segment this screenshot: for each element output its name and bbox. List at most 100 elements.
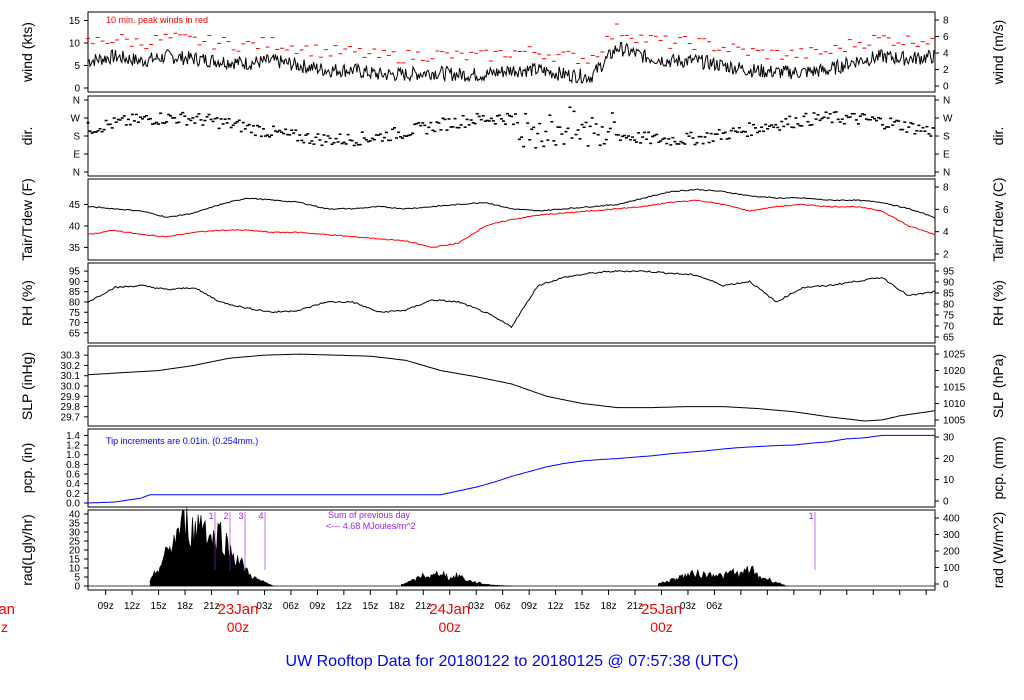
radiation-tick-label-left: 30 — [69, 528, 81, 539]
precip-ylabel-left: pcp. (in) — [19, 443, 35, 494]
wind-tick-label-right: 0 — [943, 82, 949, 93]
radiation-tick-label-right: 200 — [943, 547, 960, 558]
panel-precip: pcp. (in) pcp. (mm)0.00.20.40.60.81.01.21… — [19, 428, 1006, 510]
rh-tick-label-left: 65 — [69, 328, 81, 339]
day-sub-label: 00z — [227, 619, 250, 635]
dir-points — [86, 106, 935, 149]
panel-radiation: rad(Lgly/hr) rad (W/m^2)05101520253035400… — [19, 507, 1006, 593]
slp-tick-label-right: 1005 — [943, 416, 966, 427]
slp-tick-label-left: 30.1 — [61, 371, 81, 382]
x-tick-label: 06z — [283, 601, 299, 612]
wind-series-0 — [87, 42, 936, 84]
dir-tick-label-right: N — [943, 168, 950, 179]
wind-peaks — [86, 23, 935, 64]
temp-series-Tair — [87, 188, 936, 219]
panel-wind: wind (kts) wind (m/s) 0 5 10 15 0 2 4 6 8 10 min. p… — [19, 11, 1006, 95]
x-tick-label: 12z — [336, 601, 352, 612]
radiation-annotation-2: <--- 4.68 MJoules/m^2 — [326, 521, 416, 531]
slp-tick-label-right: 1025 — [943, 350, 966, 361]
precip-annotation: Tip increments are 0.01in. (0.254mm.) — [106, 436, 258, 446]
wind-tick-label-left: 10 — [69, 39, 81, 50]
x-tick-label: 15z — [362, 601, 378, 612]
x-tick-label: 03z — [680, 601, 696, 612]
x-tick-label: 15z — [574, 601, 590, 612]
rh-tick-label-right: 65 — [943, 333, 955, 344]
radiation-tick-label-right: 100 — [943, 563, 960, 574]
dir-tick-label-right: S — [943, 132, 950, 143]
radiation-tick-label-left: 20 — [69, 546, 81, 557]
day-sub-label: 00z — [650, 619, 673, 635]
x-tick-label: 03z — [256, 601, 272, 612]
precip-tick-label-right: 20 — [943, 454, 955, 465]
radiation-flag: 2 — [223, 511, 228, 521]
panel-slp: SLP (inHg) SLP (hPa)29.729.829.930.030.13… — [19, 345, 1006, 427]
precip-tick-label-right: 30 — [943, 433, 955, 444]
radiation-annotation-1: Sum of previous day — [328, 510, 411, 520]
temp-ylabel-right: Tair/Tdew (C) — [990, 177, 1006, 261]
slp-series-0 — [87, 353, 936, 422]
x-tick-label: 21z — [415, 601, 431, 612]
radiation-flag: 1 — [808, 511, 813, 521]
precip-frame — [87, 428, 936, 508]
slp-tick-label-right: 1015 — [943, 383, 966, 394]
wind-tick-label-right: 6 — [943, 32, 949, 43]
slp-tick-label-left: 30.3 — [61, 351, 81, 362]
radiation-tick-label-left: 5 — [74, 573, 80, 584]
slp-tick-label-left: 29.9 — [61, 392, 81, 403]
slp-tick-label-right: 1010 — [943, 399, 966, 410]
rh-tick-label-left: 95 — [69, 267, 81, 278]
radiation-tick-label-left: 0 — [74, 582, 80, 593]
slp-tick-label-left: 29.8 — [61, 402, 81, 413]
x-tick-label: 12z — [124, 601, 140, 612]
precip-tick-label-left: 0.8 — [66, 460, 80, 471]
temp-series-Tdew — [87, 199, 936, 248]
panel-temp: Tair/Tdew (F) Tair/Tdew (C) 35 40 45 2 4 6 8 — [19, 177, 1006, 261]
rh-series-0 — [87, 269, 936, 329]
slp-tick-label-left: 30.2 — [61, 361, 81, 372]
precip-tick-label-left: 0.0 — [66, 499, 80, 510]
radiation-ylabel-right: rad (W/m^2) — [990, 512, 1006, 589]
precip-tick-label-left: 0.2 — [66, 489, 80, 500]
rh-tick-label-right: 90 — [943, 278, 955, 289]
precip-tick-label-right: 10 — [943, 475, 955, 486]
radiation-flag: 1 — [208, 511, 213, 521]
x-tick-label: 06z — [495, 601, 511, 612]
dir-tick-label-left: E — [73, 150, 80, 161]
x-tick-label: 18z — [600, 601, 616, 612]
wind-ylabel-left: wind (kts) — [19, 22, 35, 83]
temp-tick-label-right: 6 — [943, 205, 949, 216]
day-sub-label: 00z — [438, 619, 461, 635]
day-label: 23Jan — [218, 601, 259, 618]
precip-tick-label-left: 0.6 — [66, 470, 80, 481]
wind-tick-label-right: 4 — [943, 49, 949, 60]
rh-tick-label-left: 80 — [69, 297, 81, 308]
rh-tick-label-left: 75 — [69, 308, 81, 319]
precip-series-0 — [87, 434, 935, 504]
figure-title: UW Rooftop Data for 20180122 to 20180125… — [286, 653, 739, 670]
temp-tick-label-right: 4 — [943, 227, 949, 238]
rh-tick-label-left: 90 — [69, 277, 81, 288]
radiation-tick-label-right: 0 — [943, 580, 949, 591]
day-sub-label-clipped: z — [1, 619, 8, 635]
slp-ylabel-right: SLP (hPa) — [990, 354, 1006, 418]
dir-frame — [87, 95, 936, 177]
rh-tick-label-left: 70 — [69, 318, 81, 329]
temp-ylabel-left: Tair/Tdew (F) — [19, 178, 35, 260]
wind-tick-label-right: 2 — [943, 65, 949, 76]
precip-tick-label-left: 0.4 — [66, 479, 80, 490]
rh-tick-label-right: 75 — [943, 311, 955, 322]
precip-tick-label-left: 1.4 — [66, 431, 80, 442]
dir-tick-label-left: S — [73, 132, 80, 143]
dir-tick-label-left: N — [73, 168, 80, 179]
rh-tick-label-right: 85 — [943, 289, 955, 300]
radiation-tick-label-left: 25 — [69, 537, 81, 548]
radiation-tick-label-left: 10 — [69, 564, 81, 575]
temp-tick-label-left: 35 — [69, 243, 81, 254]
wind-annotation: 10 min. peak winds in red — [106, 15, 208, 25]
rh-ylabel-right: RH (%) — [990, 280, 1006, 326]
slp-tick-label-left: 29.7 — [61, 412, 81, 423]
slp-ylabel-left: SLP (inHg) — [19, 352, 35, 420]
dir-ylabel-left: dir. — [19, 127, 35, 146]
